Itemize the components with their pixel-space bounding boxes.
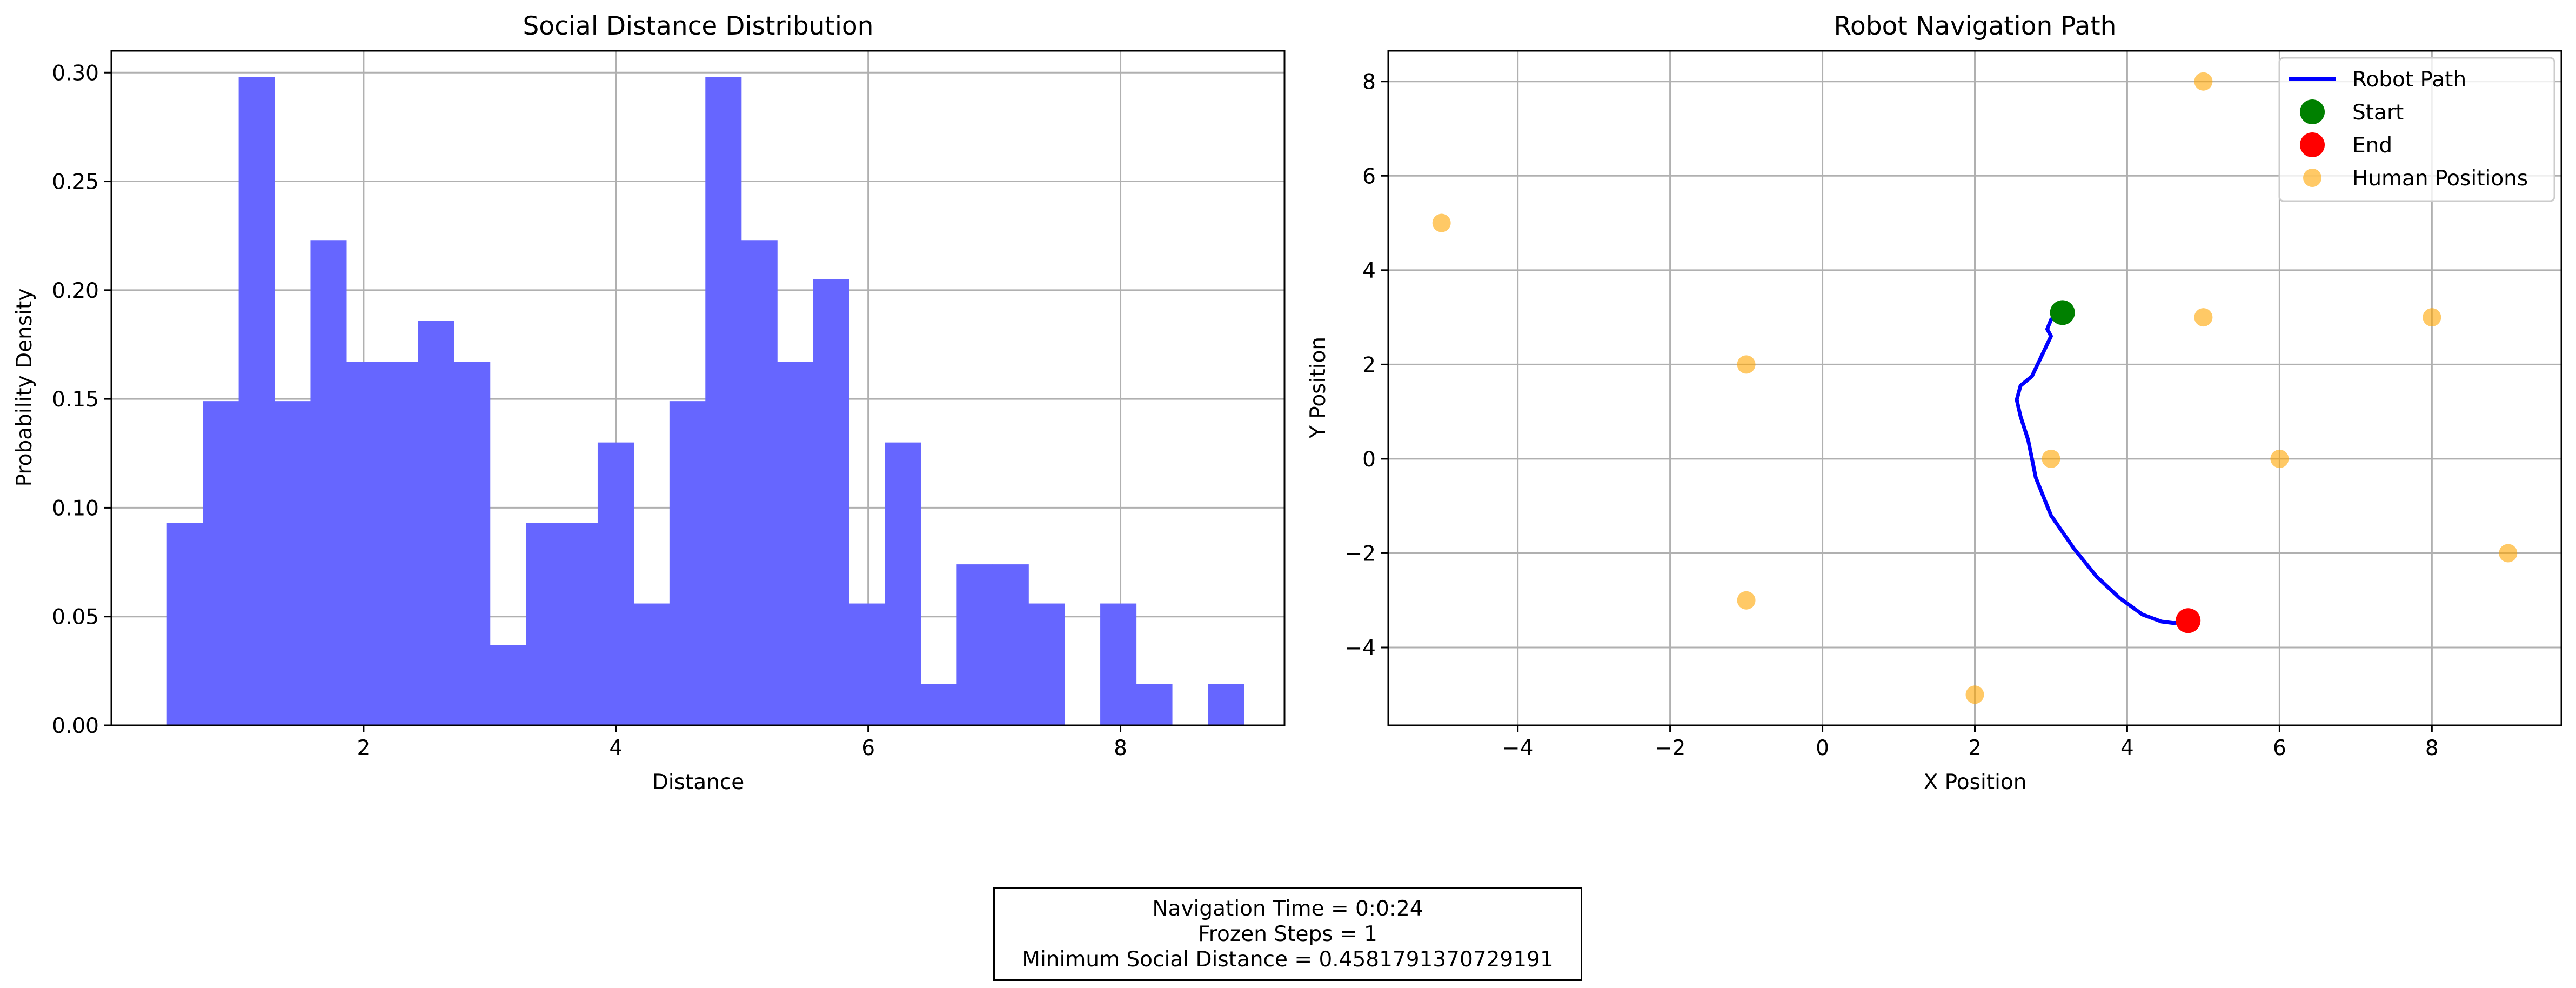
histogram-axes-frame	[110, 50, 1286, 726]
navigation-x-tick-label: 6	[2273, 736, 2286, 760]
histogram-y-tick-label: 0.30	[52, 61, 99, 85]
end-point	[2176, 608, 2201, 633]
histogram-bar	[454, 362, 491, 725]
histogram-bar	[275, 401, 311, 725]
histogram-bar	[418, 321, 454, 725]
navigation-y-tick-label: −2	[1345, 542, 1376, 566]
histogram-bar	[956, 564, 993, 725]
histogram-bar	[777, 362, 814, 725]
navigation-x-tick-label: 8	[2425, 736, 2439, 760]
histogram-y-tick-label: 0.25	[52, 170, 99, 195]
histogram-bar	[597, 442, 634, 725]
summary-navigation-time: Navigation Time = 0:0:24	[1152, 896, 1423, 921]
histogram-bar	[166, 523, 203, 725]
human-position-point	[2499, 544, 2518, 563]
histogram-x-tick-label: 4	[609, 736, 623, 760]
start-point	[2050, 300, 2075, 325]
legend-human-positions-label: Human Positions	[2352, 166, 2528, 191]
navigation-x-tick-label: 4	[2120, 736, 2134, 760]
histogram-bar	[1136, 684, 1173, 725]
histogram-bar	[526, 523, 563, 725]
legend-start-swatch	[2300, 99, 2325, 124]
legend-frame	[2278, 57, 2555, 202]
navigation-legend: Robot Path Start End Human Positions	[2278, 57, 2555, 202]
navigation-x-tick-label: −2	[1655, 736, 1686, 760]
navigation-y-axis-label: Y Position	[1306, 337, 1330, 439]
histogram-bar	[741, 240, 778, 726]
histogram-ticks: 2 4 6 8 0.00 0.05 0.10 0.15 0.20 0.25 0.30	[52, 61, 1127, 760]
histogram-x-tick-label: 6	[861, 736, 875, 760]
human-position-point	[1432, 213, 1451, 232]
histogram-bar	[992, 564, 1029, 725]
navigation-axes-frame	[1387, 50, 2562, 726]
histogram-bar	[203, 401, 239, 725]
histogram-x-tick-label: 8	[1114, 736, 1127, 760]
histogram-bar	[1100, 603, 1137, 725]
histogram-bar	[633, 603, 670, 725]
histogram-x-axis-label: Distance	[652, 770, 745, 795]
histogram-bar	[669, 401, 706, 725]
histogram-x-tick-label: 2	[357, 736, 370, 760]
navigation-y-tick-label: 0	[1362, 448, 1376, 472]
histogram-y-tick-label: 0.15	[52, 388, 99, 412]
histogram-y-tick-label: 0.20	[52, 279, 99, 303]
navigation-y-tick-label: 8	[1362, 70, 1376, 95]
legend-human-positions-swatch	[2303, 169, 2321, 187]
navigation-x-tick-label: −4	[1502, 736, 1534, 760]
navigation-x-tick-label: 2	[1968, 736, 1982, 760]
histogram-bar	[561, 523, 598, 725]
histogram-bar	[885, 442, 921, 725]
human-position-point	[2194, 72, 2213, 91]
human-position-point	[2270, 449, 2289, 468]
navigation-x-tick-label: 0	[1816, 736, 1829, 760]
human-position-point	[2194, 308, 2213, 327]
legend-end-label: End	[2352, 133, 2392, 158]
navigation-y-tick-label: 4	[1362, 259, 1376, 283]
human-position-point	[2423, 308, 2441, 327]
legend-start-label: Start	[2352, 101, 2404, 125]
histogram-y-tick-label: 0.05	[52, 605, 99, 630]
histogram-bar	[1028, 603, 1065, 725]
navigation-panel: Robot Navigation Path X Position Y Posit…	[1306, 11, 2562, 795]
histogram-bars	[166, 77, 1244, 726]
human-position-point	[1965, 685, 1984, 704]
human-position-point	[2042, 449, 2060, 468]
robot-path-line	[2015, 310, 2192, 625]
navigation-ticks: −4 −2 0 2 4 6 8 −4 −2 0 2 4 6 8	[1345, 70, 2439, 760]
navigation-y-tick-label: 6	[1362, 164, 1376, 189]
histogram-bar	[849, 603, 886, 725]
summary-frozen-steps: Frozen Steps = 1	[1198, 922, 1377, 946]
legend-robot-path-label: Robot Path	[2352, 68, 2466, 92]
histogram-y-tick-label: 0.10	[52, 496, 99, 520]
navigation-marks	[1432, 72, 2518, 704]
legend-end-swatch	[2300, 132, 2325, 157]
histogram-bar	[1208, 684, 1244, 725]
navigation-title: Robot Navigation Path	[1834, 11, 2117, 41]
human-position-point	[1737, 355, 1756, 374]
histogram-bar	[382, 362, 419, 725]
histogram-y-tick-label: 0.00	[52, 714, 99, 738]
histogram-bar	[705, 77, 742, 725]
histogram-bar	[813, 279, 849, 725]
histogram-y-axis-label: Probability Density	[12, 289, 37, 487]
navigation-y-tick-label: 2	[1362, 353, 1376, 377]
histogram-bar	[490, 645, 526, 725]
histogram-bar	[346, 362, 383, 725]
histogram-bar	[238, 77, 275, 725]
navigation-y-tick-label: −4	[1345, 636, 1376, 660]
histogram-title: Social Distance Distribution	[523, 11, 874, 41]
summary-box: Navigation Time = 0:0:24 Frozen Steps = …	[993, 887, 1582, 981]
histogram-bar	[920, 684, 957, 725]
summary-minimum-social-distance: Minimum Social Distance = 0.458179137072…	[1022, 947, 1554, 972]
histogram-bar	[310, 240, 347, 726]
histogram-panel: Social Distance Distribution Distance Pr…	[12, 11, 1286, 795]
navigation-x-axis-label: X Position	[1924, 770, 2027, 795]
human-position-point	[1737, 591, 1756, 610]
